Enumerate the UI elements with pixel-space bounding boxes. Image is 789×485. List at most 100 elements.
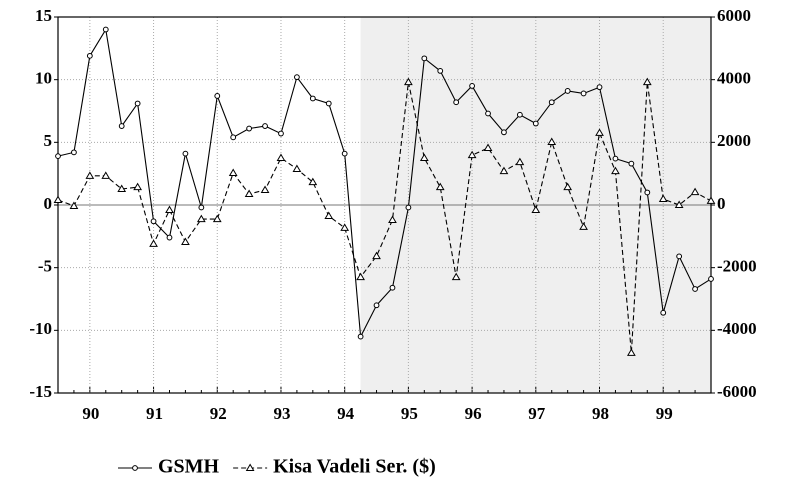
point-marker (531, 205, 541, 214)
point-marker (453, 99, 460, 106)
x-tick-label: 95 (401, 404, 418, 423)
point-marker (53, 195, 63, 203)
point-marker (373, 302, 380, 309)
point-marker (516, 111, 523, 118)
y2-tick-label: 2000 (717, 131, 751, 150)
point-marker (626, 348, 636, 356)
point-marker (692, 286, 698, 292)
point-marker (658, 194, 668, 203)
point-marker (69, 201, 79, 209)
legend-label: Kisa Vadeli Ser. ($) (273, 456, 436, 478)
y-tick-label: -10 (29, 319, 52, 338)
point-marker (579, 222, 588, 230)
point-marker (149, 239, 158, 247)
point-marker (341, 150, 348, 157)
point-marker (548, 99, 555, 106)
point-marker (292, 164, 302, 172)
series-line (57, 82, 712, 353)
point-marker (260, 185, 270, 193)
point-marker (117, 184, 127, 193)
point-marker (676, 253, 683, 260)
point-marker (596, 84, 603, 91)
point-marker (580, 90, 587, 97)
point-marker (405, 204, 412, 211)
point-marker (563, 182, 573, 191)
point-marker (85, 171, 95, 179)
point-marker (228, 168, 238, 177)
point-marker (388, 215, 397, 224)
x-tick-label: 96 (465, 404, 482, 423)
point-marker (469, 83, 475, 89)
x-tick-label: 98 (592, 404, 609, 423)
point-marker (485, 110, 491, 117)
y2-tick-label: 0 (717, 194, 726, 213)
point-marker (532, 120, 539, 127)
point-marker (547, 137, 557, 146)
x-tick-label: 92 (210, 404, 227, 423)
point-marker (212, 214, 222, 223)
x-tick-label: 90 (82, 404, 99, 423)
point-marker (690, 187, 700, 196)
point-marker (708, 276, 714, 282)
point-marker (166, 234, 173, 241)
point-marker (642, 77, 652, 86)
point-marker (181, 237, 190, 245)
y-tick-label: 5 (44, 131, 53, 150)
point-marker (324, 211, 334, 219)
point-marker (262, 123, 268, 129)
point-marker (467, 150, 477, 159)
point-marker (628, 160, 635, 167)
point-marker (706, 196, 716, 204)
y2-tick-label: -4000 (717, 319, 757, 338)
point-marker (101, 171, 111, 179)
point-marker (308, 177, 318, 186)
point-marker (356, 272, 365, 281)
y2-tick-label: 4000 (717, 69, 751, 88)
x-tick-label: 94 (337, 404, 355, 423)
point-marker (309, 95, 316, 102)
y-tick-label: 0 (44, 194, 53, 213)
point-marker (611, 166, 620, 175)
point-marker (132, 465, 138, 471)
point-marker (182, 150, 189, 157)
series-line (57, 27, 712, 339)
point-marker (419, 153, 429, 161)
point-marker (389, 284, 396, 291)
y-tick-label: -5 (38, 257, 52, 276)
point-marker (372, 251, 381, 260)
point-marker (501, 129, 507, 136)
point-marker (244, 189, 254, 198)
y-tick-label: 15 (35, 6, 52, 25)
y2-tick-label: -2000 (717, 257, 757, 276)
y2-tick-label: 6000 (717, 6, 751, 25)
point-marker (660, 309, 667, 316)
y2-tick-label: -6000 (717, 382, 757, 401)
point-marker (196, 214, 206, 223)
point-marker (55, 153, 61, 160)
point-marker (246, 125, 253, 132)
y-tick-label: 10 (35, 69, 52, 88)
point-marker (595, 128, 604, 136)
point-marker (674, 200, 684, 208)
point-marker (245, 463, 255, 471)
point-marker (150, 218, 157, 225)
x-tick-label: 91 (146, 404, 163, 423)
point-marker (71, 149, 77, 156)
point-marker (451, 272, 461, 281)
x-tick-label: 97 (528, 404, 546, 423)
point-marker (276, 153, 286, 161)
point-marker (483, 143, 493, 151)
point-marker (294, 74, 300, 81)
point-marker (644, 189, 651, 196)
point-marker (499, 166, 509, 175)
point-marker (325, 100, 332, 107)
point-marker (214, 93, 221, 99)
point-marker (165, 205, 174, 214)
point-marker (278, 130, 284, 137)
point-marker (437, 67, 444, 74)
point-marker (102, 26, 109, 33)
legend-label: GSMH (158, 456, 220, 478)
point-marker (134, 100, 141, 107)
x-tick-label: 99 (656, 404, 673, 423)
x-tick-label: 93 (273, 404, 290, 423)
